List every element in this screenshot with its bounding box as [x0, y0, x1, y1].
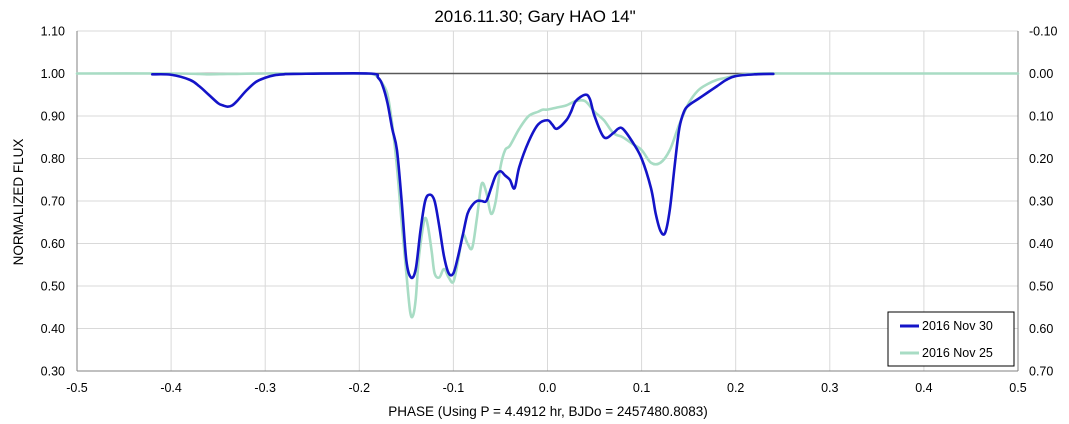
- legend-box: [887, 311, 1015, 367]
- chart-title: 2016.11.30; Gary HAO 14": [434, 7, 635, 26]
- axes: [76, 31, 1019, 372]
- x-tick-label: -0.4: [160, 381, 182, 395]
- x-tick-label: -0.3: [254, 381, 276, 395]
- x-tick-label: -0.2: [349, 381, 371, 395]
- x-tick-label: -0.5: [66, 381, 88, 395]
- y2-tick-label: 0.00: [1029, 67, 1053, 81]
- y2-tick-label: 0.40: [1029, 237, 1053, 251]
- y-tick-label: 1.00: [41, 67, 65, 81]
- y2-tick-label: 0.30: [1029, 195, 1053, 209]
- y2-tick-label: 0.20: [1029, 152, 1053, 166]
- y-tick-label: 0.50: [41, 280, 65, 294]
- x-tick-label: -0.1: [443, 381, 465, 395]
- y-tick-label: 0.30: [41, 365, 65, 379]
- x-axis-title: PHASE (Using P = 4.4912 hr, BJDo = 24574…: [388, 404, 707, 419]
- y2-tick-label: 0.60: [1029, 322, 1053, 336]
- y2-tick-label: 0.70: [1029, 365, 1053, 379]
- y2-tick-label: 0.10: [1029, 110, 1053, 124]
- tick-labels: -0.5 -0.4 -0.3 -0.2 -0.1 0.0 0.1 0.2 0.3 0.4 0.50.…: [41, 25, 1058, 396]
- x-tick-label: 0.3: [821, 381, 838, 395]
- y-tick-label: 0.70: [41, 195, 65, 209]
- chart-legend: 2016 Nov 30 2016 Nov 25: [887, 311, 1015, 367]
- x-tick-label: 0.2: [727, 381, 744, 395]
- y-tick-label: 0.60: [41, 237, 65, 251]
- x-tick-label: 0.1: [633, 381, 650, 395]
- legend-label-nov30: 2016 Nov 30: [922, 319, 993, 333]
- x-tick-label: 0.4: [915, 381, 932, 395]
- y-axis-title: NORMALIZED FLUX: [11, 139, 26, 266]
- y-tick-label: 0.90: [41, 110, 65, 124]
- y-tick-label: 1.10: [41, 25, 65, 39]
- legend-label-nov25: 2016 Nov 25: [922, 346, 993, 360]
- y2-tick-label: 0.50: [1029, 280, 1053, 294]
- x-tick-label: 0.0: [539, 381, 556, 395]
- data-series: [75, 71, 1020, 319]
- series-line-2016-nov-30: [150, 71, 775, 280]
- y-tick-label: 0.40: [41, 322, 65, 336]
- y2-tick-label: -0.10: [1029, 25, 1058, 39]
- x-tick-label: 0.5: [1009, 381, 1026, 395]
- y-tick-label: 0.80: [41, 152, 65, 166]
